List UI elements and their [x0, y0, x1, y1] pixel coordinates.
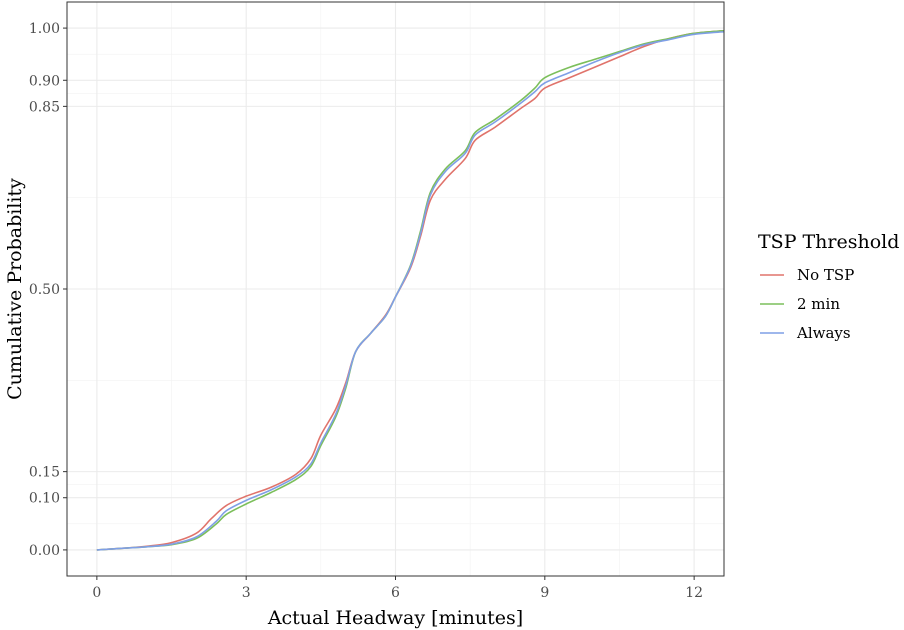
- x-axis: 0 3 6 9 12: [92, 576, 703, 601]
- y-tick-label: 0.90: [29, 73, 60, 89]
- series-layer: [96, 29, 725, 551]
- y-tick-label: 1.00: [29, 21, 60, 37]
- legend-label-2-min: 2 min: [797, 295, 840, 313]
- legend-label-always: Always: [796, 324, 851, 342]
- legend-label-no-tsp: No TSP: [797, 266, 854, 284]
- major-grid: [67, 2, 724, 576]
- y-tick-label: 0.50: [29, 282, 60, 298]
- y-tick-label: 0.10: [29, 491, 60, 507]
- y-tick-label: 0.00: [29, 543, 60, 559]
- legend-title: TSP Threshold: [758, 231, 899, 253]
- x-tick-label: 6: [391, 585, 400, 601]
- series-line-always: [96, 30, 725, 551]
- y-tick-label: 0.85: [29, 99, 60, 115]
- x-axis-title: Actual Headway [minutes]: [267, 607, 523, 629]
- x-tick-label: 9: [540, 585, 549, 601]
- x-tick-label: 12: [685, 585, 703, 601]
- legend: TSP Threshold No TSP 2 min Always: [758, 231, 899, 342]
- y-axis: 0.00 0.10 0.15 0.50 0.85 0.90 1.00: [29, 21, 67, 559]
- y-tick-label: 0.15: [29, 465, 60, 481]
- x-tick-label: 3: [242, 585, 251, 601]
- y-axis-title: Cumulative Probability: [4, 178, 26, 400]
- x-tick-label: 0: [92, 585, 101, 601]
